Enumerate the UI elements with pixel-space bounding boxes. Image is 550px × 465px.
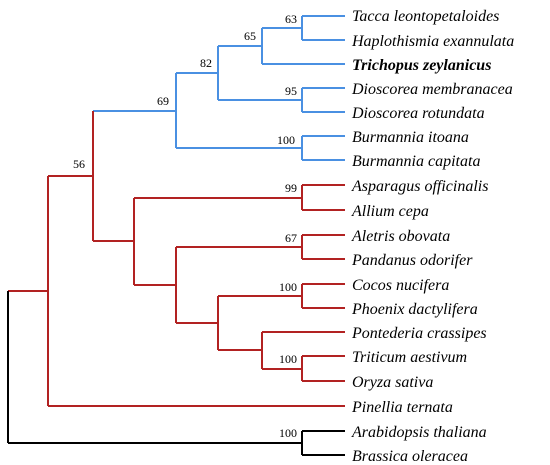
taxon-label: Oryza sativa (352, 374, 433, 391)
taxon-label: Phoenix dactylifera (351, 301, 478, 318)
bootstrap-value: 67 (285, 231, 297, 245)
bootstrap-value: 100 (277, 133, 295, 147)
taxon-label: Dioscorea membranacea (351, 81, 513, 98)
taxon-label: Dioscorea rotundata (351, 105, 485, 122)
bootstrap-value: 56 (73, 157, 85, 171)
taxon-label: Pandanus odorifer (351, 252, 473, 269)
bootstrap-value: 63 (285, 12, 297, 26)
taxon-label: Brassica oleracea (352, 448, 468, 465)
bootstrap-value: 65 (244, 29, 256, 43)
bootstrap-value: 82 (200, 56, 212, 70)
taxon-label: Haplothismia exannulata (351, 33, 514, 50)
bootstrap-value: 100 (279, 426, 297, 440)
blue-clade-branches (93, 15, 345, 161)
taxon-label: Arabidopsis thaliana (351, 424, 487, 441)
taxon-label-highlighted: Trichopus zeylanicus (352, 57, 491, 74)
bootstrap-value: 69 (157, 94, 169, 108)
taxon-label: Asparagus officinalis (351, 178, 488, 195)
bootstrap-value: 95 (285, 84, 297, 98)
bootstrap-values: 63 65 82 95 69 100 56 99 67 100 100 100 (73, 12, 297, 440)
taxon-label: Tacca leontopetaloides (352, 8, 499, 25)
taxon-label: Burmannia itoana (352, 129, 469, 146)
taxon-label: Cocos nucifera (352, 277, 449, 294)
taxon-label: Aletris obovata (351, 228, 450, 245)
red-clade-branches (8, 111, 345, 407)
taxon-label: Pontederia crassipes (351, 325, 487, 342)
bootstrap-value: 100 (279, 352, 297, 366)
taxon-labels: Tacca leontopetaloides Haplothismia exan… (351, 8, 514, 465)
taxon-label: Burmannia capitata (352, 153, 480, 170)
taxon-label: Triticum aestivum (352, 349, 467, 366)
bootstrap-value: 99 (285, 181, 297, 195)
bootstrap-value: 100 (279, 280, 297, 294)
taxon-label: Allium cepa (351, 203, 429, 220)
taxon-label: Pinellia ternata (351, 399, 453, 416)
outgroup-branches (7, 291, 345, 456)
